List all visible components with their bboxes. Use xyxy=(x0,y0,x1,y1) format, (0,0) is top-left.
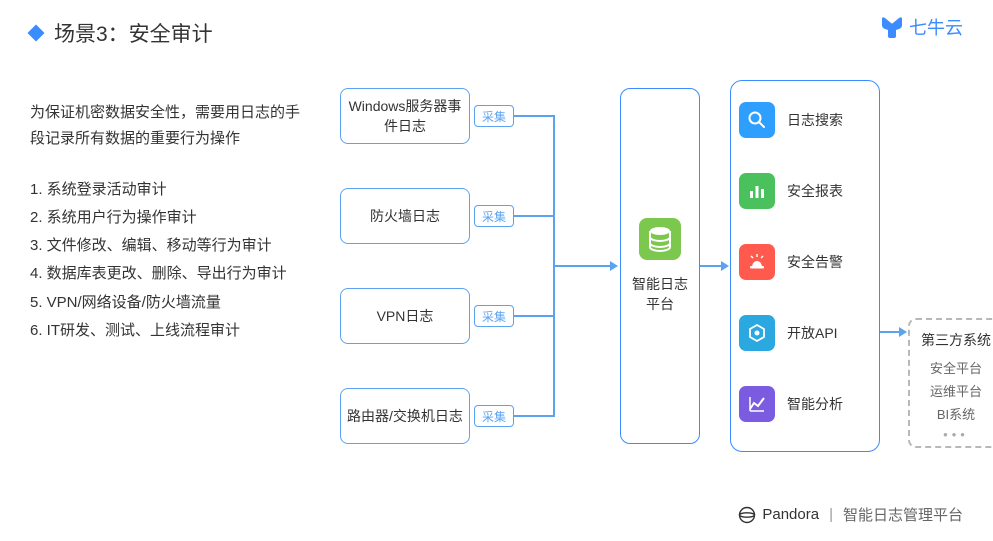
connector-line xyxy=(880,331,900,333)
third-party-line: 安全平台 xyxy=(914,358,993,377)
arrow-icon xyxy=(610,261,618,271)
platform-node: 智能日志平台 xyxy=(620,88,700,444)
list-item: 4. 数据库表更改、删除、导出行为审计 xyxy=(30,261,310,287)
platform-label: 智能日志平台 xyxy=(630,274,690,314)
capability-label: 智能分析 xyxy=(787,394,843,414)
capability-label: 日志搜索 xyxy=(787,110,843,130)
page-footer: Pandora | 智能日志管理平台 xyxy=(738,504,963,525)
capability-item-analysis: 智能分析 xyxy=(739,373,871,435)
third-party-node: 第三方系统 安全平台 运维平台 BI系统 ••• xyxy=(908,318,993,448)
source-node-windows: Windows服务器事件日志 xyxy=(340,88,470,144)
capability-label: 安全告警 xyxy=(787,252,843,272)
audit-list: 1. 系统登录活动审计 2. 系统用户行为操作审计 3. 文件修改、编辑、移动等… xyxy=(30,177,310,345)
brand-name: 七牛云 xyxy=(909,14,963,40)
capabilities-container: 日志搜索 安全报表 安全告警 开放API 智能分析 xyxy=(730,80,880,452)
line-chart-icon xyxy=(739,386,775,422)
collect-tag: 采集 xyxy=(474,305,514,327)
capability-item-alert: 安全告警 xyxy=(739,231,871,293)
source-node-router: 路由器/交换机日志 xyxy=(340,388,470,444)
connector-line xyxy=(514,115,554,117)
collect-tag: 采集 xyxy=(474,205,514,227)
page-header: 场景3：安全审计 xyxy=(30,18,213,48)
pandora-logo-icon xyxy=(738,506,756,524)
capability-item-api: 开放API xyxy=(739,302,871,364)
source-label: 防火墙日志 xyxy=(370,206,440,226)
arrow-icon xyxy=(721,261,729,271)
third-party-line: BI系统 xyxy=(914,404,993,423)
list-item: 1. 系统登录活动审计 xyxy=(30,177,310,203)
list-item: 2. 系统用户行为操作审计 xyxy=(30,205,310,231)
collect-tag: 采集 xyxy=(474,105,514,127)
qiniu-logo-icon xyxy=(879,16,905,38)
source-label: 路由器/交换机日志 xyxy=(347,406,463,426)
capability-label: 开放API xyxy=(787,323,838,343)
third-party-title: 第三方系统 xyxy=(914,330,993,350)
brand-logo: 七牛云 xyxy=(879,14,963,40)
source-label: VPN日志 xyxy=(377,306,434,326)
description-column: 为保证机密数据安全性，需要用日志的手段记录所有数据的重要行为操作 1. 系统登录… xyxy=(30,100,310,346)
arrow-icon xyxy=(899,327,907,337)
footer-separator: | xyxy=(829,506,833,523)
source-node-vpn: VPN日志 xyxy=(340,288,470,344)
api-icon xyxy=(739,315,775,351)
database-icon xyxy=(639,218,681,260)
title-bullet-icon xyxy=(28,25,45,42)
connector-line xyxy=(514,415,554,417)
capability-item-search: 日志搜索 xyxy=(739,89,871,151)
ellipsis-icon: ••• xyxy=(914,427,993,442)
source-label: Windows服务器事件日志 xyxy=(345,96,465,136)
search-icon xyxy=(739,102,775,138)
connector-line xyxy=(514,215,554,217)
capability-label: 安全报表 xyxy=(787,181,843,201)
footer-tagline: 智能日志管理平台 xyxy=(843,504,963,525)
collect-tag: 采集 xyxy=(474,405,514,427)
bar-chart-icon xyxy=(739,173,775,209)
connector-line xyxy=(553,265,611,267)
list-item: 6. IT研发、测试、上线流程审计 xyxy=(30,318,310,344)
page-title: 场景3：安全审计 xyxy=(54,18,213,48)
flow-diagram: Windows服务器事件日志 防火墙日志 VPN日志 路由器/交换机日志 采集 … xyxy=(340,88,980,488)
intro-text: 为保证机密数据安全性，需要用日志的手段记录所有数据的重要行为操作 xyxy=(30,100,310,153)
list-item: 3. 文件修改、编辑、移动等行为审计 xyxy=(30,233,310,259)
capability-item-report: 安全报表 xyxy=(739,160,871,222)
third-party-line: 运维平台 xyxy=(914,381,993,400)
footer-product: Pandora xyxy=(762,506,819,523)
alert-icon xyxy=(739,244,775,280)
list-item: 5. VPN/网络设备/防火墙流量 xyxy=(30,290,310,316)
source-node-firewall: 防火墙日志 xyxy=(340,188,470,244)
connector-line xyxy=(514,315,554,317)
connector-line xyxy=(700,265,722,267)
